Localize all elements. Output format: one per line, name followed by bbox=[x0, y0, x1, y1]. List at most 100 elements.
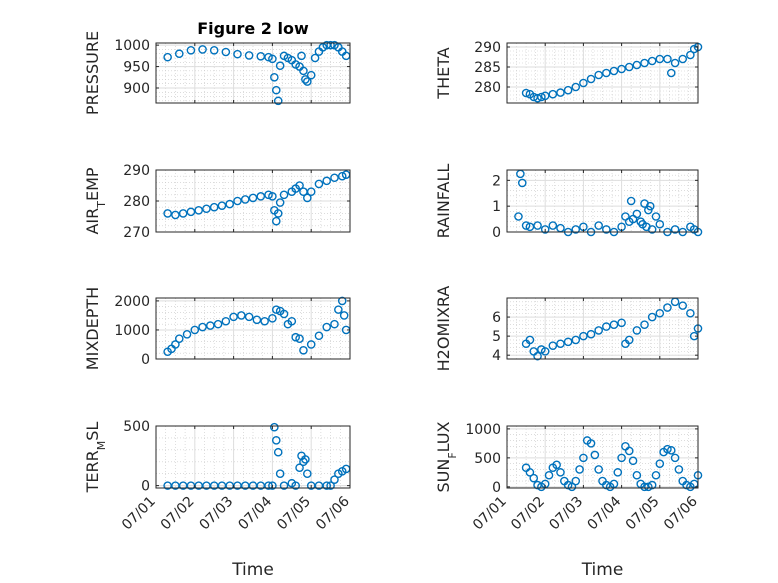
data-point bbox=[244, 312, 254, 322]
data-point bbox=[686, 308, 695, 318]
data-point bbox=[264, 190, 273, 200]
data-point bbox=[301, 455, 310, 464]
y-tick-label: 0 bbox=[141, 352, 150, 368]
major-grid bbox=[507, 43, 698, 103]
y-tick-label: 285 bbox=[474, 60, 501, 76]
data-point bbox=[240, 195, 250, 204]
data-point bbox=[609, 320, 619, 329]
y-tick-label: 280 bbox=[474, 80, 501, 96]
panel-mixdepth: 0 1000 2000 MIXDEPTH bbox=[83, 287, 351, 370]
data-point bbox=[287, 316, 297, 326]
data-point bbox=[271, 305, 281, 314]
data-point bbox=[670, 225, 680, 234]
data-point bbox=[647, 312, 657, 322]
data-point bbox=[322, 322, 332, 332]
chart-title: Figure 2 low bbox=[197, 19, 309, 38]
data-point bbox=[233, 196, 242, 206]
data-point bbox=[548, 89, 558, 99]
data-point bbox=[171, 210, 180, 220]
data-point bbox=[594, 326, 603, 335]
data-point bbox=[303, 193, 312, 203]
x-tick-label: 07/06 bbox=[313, 493, 353, 533]
data-point bbox=[663, 444, 672, 454]
x-tick-label: 07/02 bbox=[158, 494, 198, 534]
data-point bbox=[326, 40, 335, 50]
data-point bbox=[217, 201, 227, 210]
data-point bbox=[540, 91, 550, 101]
data-point bbox=[186, 207, 196, 217]
data-point bbox=[291, 332, 300, 342]
data-point bbox=[617, 64, 626, 74]
data-point bbox=[645, 201, 655, 211]
minor-grid bbox=[156, 298, 350, 359]
data-point bbox=[651, 212, 661, 221]
data-point bbox=[299, 66, 308, 76]
data-point bbox=[586, 74, 596, 84]
data-point bbox=[275, 469, 285, 478]
data-point bbox=[271, 436, 281, 445]
data-point bbox=[273, 447, 283, 457]
data-point bbox=[624, 62, 634, 72]
data-point bbox=[326, 481, 335, 490]
data-point bbox=[647, 56, 657, 66]
data-point bbox=[291, 481, 300, 490]
data-point bbox=[248, 193, 258, 203]
data-point bbox=[548, 341, 558, 350]
y-tick-label: 500 bbox=[474, 451, 501, 467]
y-tick-label: 2 bbox=[492, 173, 501, 189]
data-point bbox=[229, 312, 238, 322]
data-point bbox=[244, 51, 254, 60]
data-point bbox=[295, 463, 304, 473]
data-point bbox=[617, 453, 626, 463]
data-point bbox=[571, 82, 581, 92]
data-point bbox=[521, 221, 531, 230]
data-point bbox=[310, 53, 320, 63]
data-point bbox=[571, 476, 581, 486]
panel-rainfall: 0 1 2 RAINFALL bbox=[434, 164, 703, 241]
panel-h2omixra: 4 5 6 H2OMIXRA bbox=[434, 286, 703, 371]
data-point bbox=[279, 481, 289, 490]
data-point bbox=[314, 331, 324, 341]
data-point bbox=[624, 446, 634, 456]
data-point bbox=[306, 70, 316, 80]
data-point bbox=[306, 187, 316, 196]
data-point bbox=[525, 335, 535, 345]
data-point bbox=[209, 202, 219, 212]
y-axis-label: SUNFLUX bbox=[434, 421, 459, 492]
axes-frame bbox=[155, 297, 351, 360]
data-point bbox=[322, 481, 332, 490]
data-point bbox=[533, 221, 542, 230]
y-tick-label: 0 bbox=[492, 480, 501, 496]
data-point bbox=[237, 311, 246, 320]
data-point bbox=[590, 450, 600, 460]
data-point bbox=[647, 480, 657, 490]
data-point bbox=[279, 309, 289, 319]
data-point bbox=[202, 204, 211, 214]
y-tick-label: 1000 bbox=[114, 38, 150, 54]
data-point bbox=[268, 481, 277, 490]
data-point bbox=[586, 329, 596, 339]
x-tick-label: 07/06 bbox=[661, 493, 701, 533]
data-point bbox=[567, 482, 577, 492]
data-point bbox=[295, 181, 304, 190]
data-point bbox=[575, 465, 584, 474]
data-point bbox=[655, 219, 665, 229]
data-point bbox=[163, 52, 172, 62]
data-point bbox=[330, 475, 339, 484]
y-axis-label: THETA bbox=[434, 47, 453, 99]
y-tick-label: 6 bbox=[492, 310, 501, 326]
data-point bbox=[182, 330, 192, 339]
data-point bbox=[339, 311, 349, 320]
data-point bbox=[213, 319, 223, 329]
data-point bbox=[556, 88, 565, 97]
y-tick-label: 950 bbox=[123, 60, 150, 76]
data-point bbox=[221, 316, 231, 326]
data-point bbox=[533, 351, 542, 361]
data-series bbox=[163, 40, 351, 106]
data-point bbox=[275, 61, 285, 71]
data-point bbox=[529, 473, 539, 483]
data-point bbox=[540, 225, 550, 234]
data-point bbox=[306, 340, 316, 349]
data-point bbox=[314, 179, 324, 189]
